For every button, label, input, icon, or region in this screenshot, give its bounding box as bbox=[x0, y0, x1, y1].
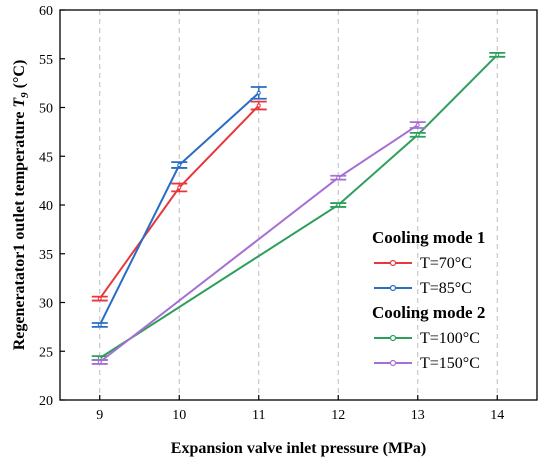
data-point-t-85-c-10 bbox=[177, 163, 182, 168]
x-tick-label-14: 14 bbox=[490, 408, 504, 423]
y-axis-title-unit: (°C) bbox=[11, 60, 28, 93]
legend-marker-t-150-c bbox=[389, 359, 397, 367]
legend-group-cooling-mode-1: Cooling mode 1 bbox=[372, 228, 485, 247]
y-tick-label-35: 35 bbox=[39, 248, 53, 263]
x-tick-label-11: 11 bbox=[252, 408, 265, 423]
series-t-85-c bbox=[91, 86, 267, 328]
legend-label-t-70-c: T=70°C bbox=[420, 255, 472, 272]
x-tick-label-12: 12 bbox=[331, 408, 345, 423]
legend: Cooling mode 1 T=70°C T=85°C Cooling mode 2… bbox=[372, 228, 485, 372]
data-point-t-100-c-14 bbox=[495, 52, 500, 57]
y-tick-label-25: 25 bbox=[39, 345, 53, 360]
legend-label-t-150-c: T=150°C bbox=[420, 355, 480, 372]
y-tick-label-60: 60 bbox=[39, 4, 53, 19]
legend-marker-t-100-c bbox=[389, 334, 397, 342]
y-tick-label-20: 20 bbox=[39, 394, 53, 409]
x-tick-label-9: 9 bbox=[96, 408, 103, 423]
legend-label-t-100-c: T=100°C bbox=[420, 330, 480, 347]
data-point-t-70-c-11 bbox=[256, 103, 261, 108]
legend-marker-t-70-c bbox=[389, 259, 397, 267]
data-point-t-85-c-11 bbox=[256, 90, 261, 95]
y-tick-label-55: 55 bbox=[39, 53, 53, 68]
series-layer bbox=[91, 52, 506, 365]
data-point-t-150-c-9 bbox=[97, 359, 102, 364]
ticks: 9 10 11 12 13 14 20 25 30 35 40 45 50 55 60 bbox=[39, 4, 504, 423]
x-axis-title: Expansion valve inlet pressure (MPa) bbox=[171, 440, 426, 457]
data-point-t-150-c-13 bbox=[415, 123, 420, 128]
data-point-t-70-c-9 bbox=[97, 296, 102, 301]
series-t-150-c bbox=[91, 121, 426, 365]
x-tick-label-10: 10 bbox=[172, 408, 186, 423]
y-tick-label-45: 45 bbox=[39, 150, 53, 165]
legend-group-cooling-mode-2: Cooling mode 2 bbox=[372, 303, 485, 322]
data-point-t-150-c-12 bbox=[336, 175, 341, 180]
x-tick-label-13: 13 bbox=[411, 408, 425, 423]
y-axis-title: Regeneratator1 outlet temperature T9 (°C… bbox=[11, 60, 31, 351]
series-t-70-c bbox=[91, 100, 267, 302]
data-point-t-70-c-10 bbox=[177, 185, 182, 190]
y-axis-title-sub: 9 bbox=[19, 92, 31, 98]
data-point-t-85-c-9 bbox=[97, 322, 102, 327]
legend-marker-t-85-c bbox=[389, 284, 397, 292]
data-point-t-100-c-12 bbox=[336, 203, 341, 207]
grid bbox=[99, 10, 498, 400]
data-point-t-100-c-13 bbox=[415, 132, 420, 137]
y-tick-label-40: 40 bbox=[39, 199, 53, 214]
series-line-t-100-c bbox=[99, 54, 499, 359]
y-tick-label-30: 30 bbox=[39, 297, 53, 312]
y-tick-label-50: 50 bbox=[39, 102, 53, 117]
y-axis-title-main: Regeneratator1 outlet temperature bbox=[11, 108, 28, 351]
legend-label-t-85-c: T=85°C bbox=[420, 280, 472, 297]
y-axis-title-var: T bbox=[11, 97, 28, 108]
